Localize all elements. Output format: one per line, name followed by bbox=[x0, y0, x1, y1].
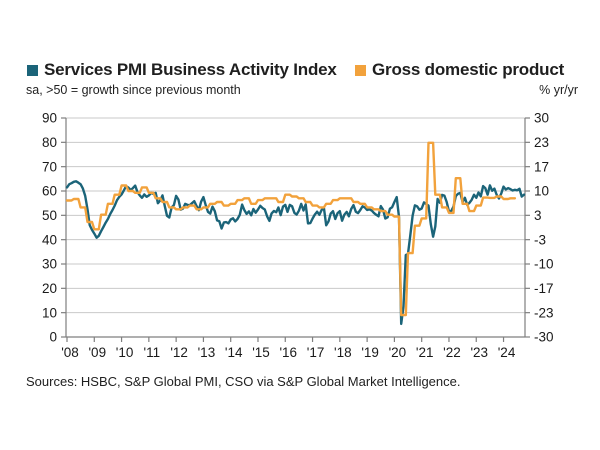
x-axis-tick-label: '08 bbox=[61, 345, 79, 360]
x-axis-tick-label: '14 bbox=[225, 345, 243, 360]
x-axis-tick-label: '10 bbox=[116, 345, 134, 360]
gdp-legend-label: Gross domestic product bbox=[372, 60, 565, 79]
x-axis-tick-label: '15 bbox=[252, 345, 270, 360]
left-axis-tick-label: 40 bbox=[42, 232, 57, 247]
source-note: Sources: HSBC, S&P Global PMI, CSO via S… bbox=[26, 374, 461, 389]
left-axis-tick-label: 20 bbox=[42, 281, 57, 296]
x-axis-tick-label: '09 bbox=[88, 345, 106, 360]
left-axis-tick-label: 30 bbox=[42, 257, 57, 272]
x-axis-tick-label: '21 bbox=[416, 345, 434, 360]
x-axis-tick-label: '22 bbox=[443, 345, 461, 360]
x-axis-tick-label: '19 bbox=[361, 345, 379, 360]
pmi-line bbox=[65, 180, 526, 326]
right-axis-tick-label: 3 bbox=[534, 208, 542, 223]
legend-item-pmi: Services PMI Business Activity Index bbox=[27, 60, 337, 80]
pmi-legend-label: Services PMI Business Activity Index bbox=[44, 60, 337, 79]
x-axis-tick-label: '23 bbox=[470, 345, 488, 360]
x-axis-tick-label: '12 bbox=[170, 345, 188, 360]
x-axis-tick-label: '13 bbox=[198, 345, 216, 360]
right-axis-tick-label: -23 bbox=[534, 305, 554, 320]
right-axis-tick-label: -3 bbox=[534, 232, 546, 247]
right-axis-tick-label: -30 bbox=[534, 330, 554, 345]
x-axis-tick-label: '17 bbox=[307, 345, 325, 360]
right-axis-tick-label: 10 bbox=[534, 184, 549, 199]
left-axis-tick-label: 50 bbox=[42, 208, 57, 223]
gdp-line bbox=[65, 141, 517, 317]
right-axis-tick-label: 17 bbox=[534, 159, 549, 174]
x-axis-tick-label: '16 bbox=[279, 345, 297, 360]
gdp-legend-swatch-icon bbox=[355, 64, 366, 76]
right-axis-tick-label: 23 bbox=[534, 135, 549, 150]
left-axis-tick-label: 10 bbox=[42, 305, 57, 320]
right-axis-tick-label: -17 bbox=[534, 281, 554, 296]
x-axis-tick-label: '18 bbox=[334, 345, 352, 360]
x-axis-tick-label: '20 bbox=[389, 345, 407, 360]
right-axis-tick-label: 30 bbox=[534, 111, 549, 126]
right-axis-unit-label: % yr/yr bbox=[539, 83, 578, 97]
left-axis-tick-label: 80 bbox=[42, 135, 57, 150]
x-axis-tick-label: '24 bbox=[498, 345, 516, 360]
left-axis-tick-label: 0 bbox=[49, 330, 57, 345]
left-axis-subtitle: sa, >50 = growth since previous month bbox=[26, 83, 241, 97]
left-axis-tick-label: 90 bbox=[42, 111, 57, 126]
pmi-legend-swatch-icon bbox=[27, 64, 38, 76]
x-axis-tick-label: '11 bbox=[144, 345, 161, 360]
right-axis-tick-label: -10 bbox=[534, 257, 554, 272]
left-axis-tick-label: 60 bbox=[42, 184, 57, 199]
left-axis-tick-label: 70 bbox=[42, 159, 57, 174]
legend-item-gdp: Gross domestic product bbox=[355, 60, 564, 80]
